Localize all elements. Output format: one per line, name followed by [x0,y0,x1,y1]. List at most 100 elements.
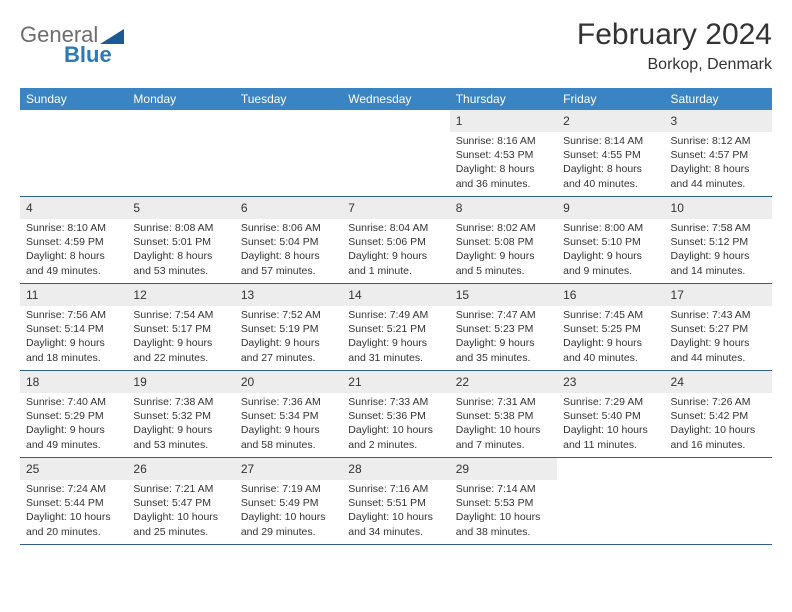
day-line-sunrise: Sunrise: 7:33 AM [348,395,443,409]
day-line-day2: and 35 minutes. [456,351,551,365]
day-cell: 29Sunrise: 7:14 AMSunset: 5:53 PMDayligh… [450,458,557,544]
day-number-bar: 19 [127,371,234,393]
day-line-sunrise: Sunrise: 8:04 AM [348,221,443,235]
day-body: Sunrise: 8:12 AMSunset: 4:57 PMDaylight:… [665,132,772,195]
day-number: 21 [348,375,361,389]
day-number: 16 [563,288,576,302]
day-line-sunrise: Sunrise: 8:02 AM [456,221,551,235]
day-line-day1: Daylight: 9 hours [133,423,228,437]
location: Borkop, Denmark [577,56,772,74]
empty-cell [20,110,127,196]
day-line-sunset: Sunset: 5:10 PM [563,235,658,249]
day-cell: 3Sunrise: 8:12 AMSunset: 4:57 PMDaylight… [665,110,772,196]
day-number: 28 [348,462,361,476]
day-line-sunrise: Sunrise: 8:00 AM [563,221,658,235]
day-line-sunset: Sunset: 5:08 PM [456,235,551,249]
day-line-sunrise: Sunrise: 7:38 AM [133,395,228,409]
day-number: 13 [241,288,254,302]
day-number-bar: 18 [20,371,127,393]
day-number: 5 [133,201,140,215]
day-line-day1: Daylight: 9 hours [563,336,658,350]
day-cell: 22 Sunrise: 7:31 AMSunset: 5:38 PMDayligh… [450,371,557,457]
day-line-day1: Daylight: 8 hours [456,162,551,176]
day-line-sunset: Sunset: 5:06 PM [348,235,443,249]
day-number: 19 [133,375,146,389]
day-number-bar: 28 [342,458,449,480]
day-cell: 28 Sunrise: 7:16 AMSunset: 5:51 PMDayligh… [342,458,449,544]
day-body: Sunrise: 7:31 AMSunset: 5:38 PMDaylight:… [450,393,557,456]
logo-text-blue: Blue [64,42,112,68]
day-number: 11 [26,288,38,302]
day-cell: 15Sunrise: 7:47 AMSunset: 5:23 PMDayligh… [450,284,557,370]
day-number: 7 [348,201,355,215]
day-body: Sunrise: 7:49 AMSunset: 5:21 PMDaylight:… [342,306,449,369]
day-number: 25 [26,462,39,476]
day-body: Sunrise: 8:14 AMSunset: 4:55 PMDaylight:… [557,132,664,195]
day-body: Sunrise: 7:16 AMSunset: 5:51 PMDaylight:… [342,480,449,543]
day-line-day2: and 57 minutes. [241,264,336,278]
weeks-container: 1Sunrise: 8:16 AMSunset: 4:53 PMDaylight… [20,110,772,545]
day-line-sunrise: Sunrise: 7:29 AM [563,395,658,409]
day-number-bar: 4 [20,197,127,219]
day-line-day1: Daylight: 8 hours [563,162,658,176]
title-block: February 2024 Borkop, Denmark [577,18,772,74]
day-number-bar: 21 [342,371,449,393]
day-number-bar: 1 [450,110,557,132]
day-line-sunset: Sunset: 5:12 PM [671,235,766,249]
day-number-bar: 16 [557,284,664,306]
day-line-day1: Daylight: 9 hours [456,249,551,263]
week-row: 1Sunrise: 8:16 AMSunset: 4:53 PMDaylight… [20,110,772,197]
day-cell: 2Sunrise: 8:14 AMSunset: 4:55 PMDaylight… [557,110,664,196]
day-body: Sunrise: 7:21 AMSunset: 5:47 PMDaylight:… [127,480,234,543]
day-line-sunset: Sunset: 5:42 PM [671,409,766,423]
day-line-day1: Daylight: 8 hours [671,162,766,176]
header: General Blue February 2024 Borkop, Denma… [20,18,772,74]
day-line-day2: and 5 minutes. [456,264,551,278]
day-body: Sunrise: 7:43 AMSunset: 5:27 PMDaylight:… [665,306,772,369]
day-body: Sunrise: 7:40 AMSunset: 5:29 PMDaylight:… [20,393,127,456]
day-cell: 23Sunrise: 7:29 AMSunset: 5:40 PMDayligh… [557,371,664,457]
day-line-day2: and 40 minutes. [563,351,658,365]
day-line-sunset: Sunset: 5:27 PM [671,322,766,336]
day-line-day1: Daylight: 10 hours [456,423,551,437]
day-line-day2: and 44 minutes. [671,177,766,191]
day-line-day1: Daylight: 9 hours [241,423,336,437]
day-line-day1: Daylight: 8 hours [26,249,121,263]
day-line-sunrise: Sunrise: 7:16 AM [348,482,443,496]
day-line-day1: Daylight: 9 hours [456,336,551,350]
day-body: Sunrise: 7:54 AMSunset: 5:17 PMDaylight:… [127,306,234,369]
dow-row: SundayMondayTuesdayWednesdayThursdayFrid… [20,88,772,110]
day-number-bar: 15 [450,284,557,306]
day-line-sunset: Sunset: 5:36 PM [348,409,443,423]
day-number: 15 [456,288,469,302]
day-line-sunrise: Sunrise: 7:36 AM [241,395,336,409]
day-line-sunrise: Sunrise: 8:16 AM [456,134,551,148]
day-line-sunset: Sunset: 5:34 PM [241,409,336,423]
day-number: 22 [456,375,469,389]
day-number-bar: 5 [127,197,234,219]
day-line-day2: and 53 minutes. [133,264,228,278]
day-line-sunrise: Sunrise: 7:19 AM [241,482,336,496]
day-number-bar: 22 [450,371,557,393]
day-body: Sunrise: 8:02 AMSunset: 5:08 PMDaylight:… [450,219,557,282]
day-number-bar: 3 [665,110,772,132]
day-line-sunset: Sunset: 5:29 PM [26,409,121,423]
day-body: Sunrise: 8:00 AMSunset: 5:10 PMDaylight:… [557,219,664,282]
day-number-bar: 14 [342,284,449,306]
day-line-day2: and 38 minutes. [456,525,551,539]
day-line-sunrise: Sunrise: 7:56 AM [26,308,121,322]
day-line-day2: and 34 minutes. [348,525,443,539]
day-body: Sunrise: 8:10 AMSunset: 4:59 PMDaylight:… [20,219,127,282]
day-cell: 17Sunrise: 7:43 AMSunset: 5:27 PMDayligh… [665,284,772,370]
day-number: 9 [563,201,570,215]
day-number: 18 [26,375,39,389]
day-cell: 7Sunrise: 8:04 AMSunset: 5:06 PMDaylight… [342,197,449,283]
dow-cell: Thursday [450,88,557,110]
day-number-bar: 11 [20,284,127,306]
day-cell: 5Sunrise: 8:08 AMSunset: 5:01 PMDaylight… [127,197,234,283]
day-line-day1: Daylight: 10 hours [348,510,443,524]
day-line-sunrise: Sunrise: 7:14 AM [456,482,551,496]
day-number: 8 [456,201,463,215]
day-body: Sunrise: 8:16 AMSunset: 4:53 PMDaylight:… [450,132,557,195]
week-row: 11Sunrise: 7:56 AMSunset: 5:14 PMDayligh… [20,284,772,371]
